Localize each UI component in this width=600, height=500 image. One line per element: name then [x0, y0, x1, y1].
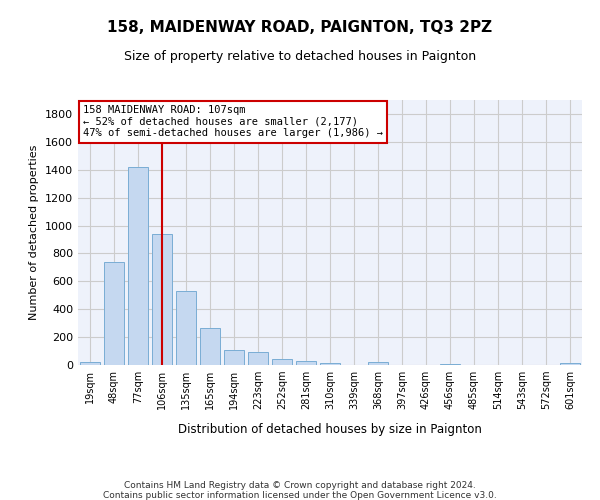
Bar [296, 361, 316, 365]
Bar [200, 328, 220, 365]
Y-axis label: Number of detached properties: Number of detached properties [29, 145, 40, 320]
Text: 158 MAIDENWAY ROAD: 107sqm
← 52% of detached houses are smaller (2,177)
47% of s: 158 MAIDENWAY ROAD: 107sqm ← 52% of deta… [83, 106, 383, 138]
Bar [224, 350, 244, 365]
Bar [80, 362, 100, 365]
Text: Size of property relative to detached houses in Paignton: Size of property relative to detached ho… [124, 50, 476, 63]
Bar [272, 360, 292, 365]
Bar [104, 262, 124, 365]
Bar [248, 352, 268, 365]
Bar [440, 364, 460, 365]
Bar [128, 167, 148, 365]
Bar [152, 234, 172, 365]
Bar [176, 291, 196, 365]
Bar [368, 362, 388, 365]
Bar [560, 363, 580, 365]
Bar [320, 363, 340, 365]
Text: Contains HM Land Registry data © Crown copyright and database right 2024.
Contai: Contains HM Land Registry data © Crown c… [103, 480, 497, 500]
Text: Distribution of detached houses by size in Paignton: Distribution of detached houses by size … [178, 422, 482, 436]
Text: 158, MAIDENWAY ROAD, PAIGNTON, TQ3 2PZ: 158, MAIDENWAY ROAD, PAIGNTON, TQ3 2PZ [107, 20, 493, 35]
